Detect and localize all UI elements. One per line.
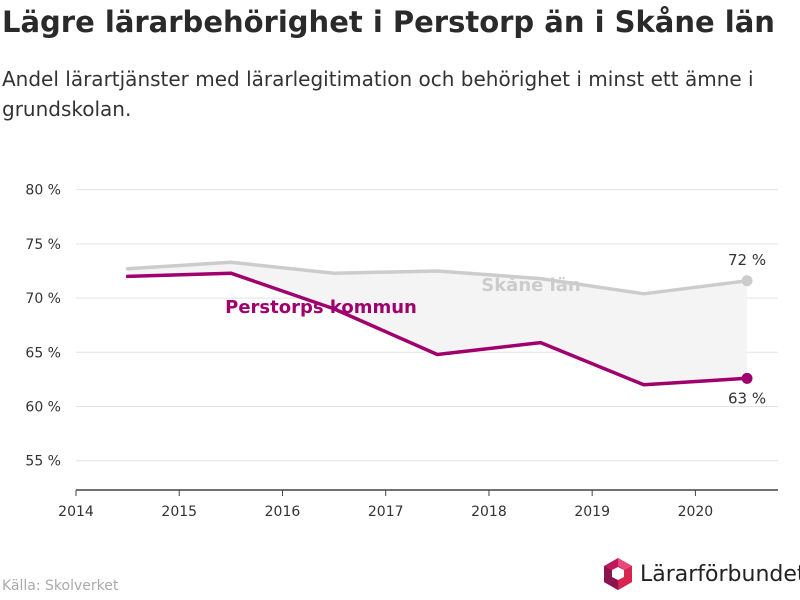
- source-note: Källa: Skolverket: [2, 578, 119, 594]
- series-labels: 72 % 63 % Skåne län Perstorps kommun: [225, 251, 766, 408]
- series-label-perstorp: Perstorps kommun: [225, 297, 417, 318]
- chart-subtitle: Andel lärartjänster med lärarlegitimatio…: [2, 67, 754, 121]
- series-line-skane: [125, 260, 749, 296]
- hexagon-logo-icon: [604, 558, 632, 590]
- y-axis-ticks: 55 % 60 % 65 % 70 % 75 % 80 %: [25, 183, 61, 470]
- y-tick-label: 65 %: [25, 345, 61, 361]
- end-point-perstorp: [741, 372, 753, 384]
- y-tick-label: 60 %: [25, 400, 61, 416]
- y-tick-label: 80 %: [25, 183, 61, 199]
- brand-logo: Lärarförbundet: [602, 556, 800, 592]
- y-tick-label: 55 %: [25, 454, 61, 470]
- y-tick-label: 75 %: [25, 237, 61, 253]
- x-axis-ticks: 2014 2015 2016 2017 2018 2019 2020: [58, 490, 713, 520]
- brand-name: Lärarförbundet: [640, 561, 800, 587]
- x-tick-label: 2016: [265, 504, 301, 520]
- x-tick-label: 2015: [161, 504, 197, 520]
- gap-area: [127, 262, 748, 385]
- x-tick-label: 2014: [58, 504, 94, 520]
- x-tick-label: 2020: [678, 504, 714, 520]
- end-label-perstorp: 63 %: [728, 389, 766, 407]
- series-lines: [125, 260, 753, 387]
- y-tick-label: 70 %: [25, 291, 61, 307]
- end-label-skane: 72 %: [728, 251, 766, 269]
- end-point-skane: [741, 275, 753, 287]
- series-line-perstorp: [125, 271, 749, 387]
- chart-title: Lägre lärarbehörighet i Perstorp än i Sk…: [2, 5, 775, 39]
- x-tick-label: 2019: [574, 504, 610, 520]
- x-tick-label: 2018: [471, 504, 507, 520]
- series-label-skane: Skåne län: [481, 274, 581, 296]
- x-tick-label: 2017: [368, 504, 404, 520]
